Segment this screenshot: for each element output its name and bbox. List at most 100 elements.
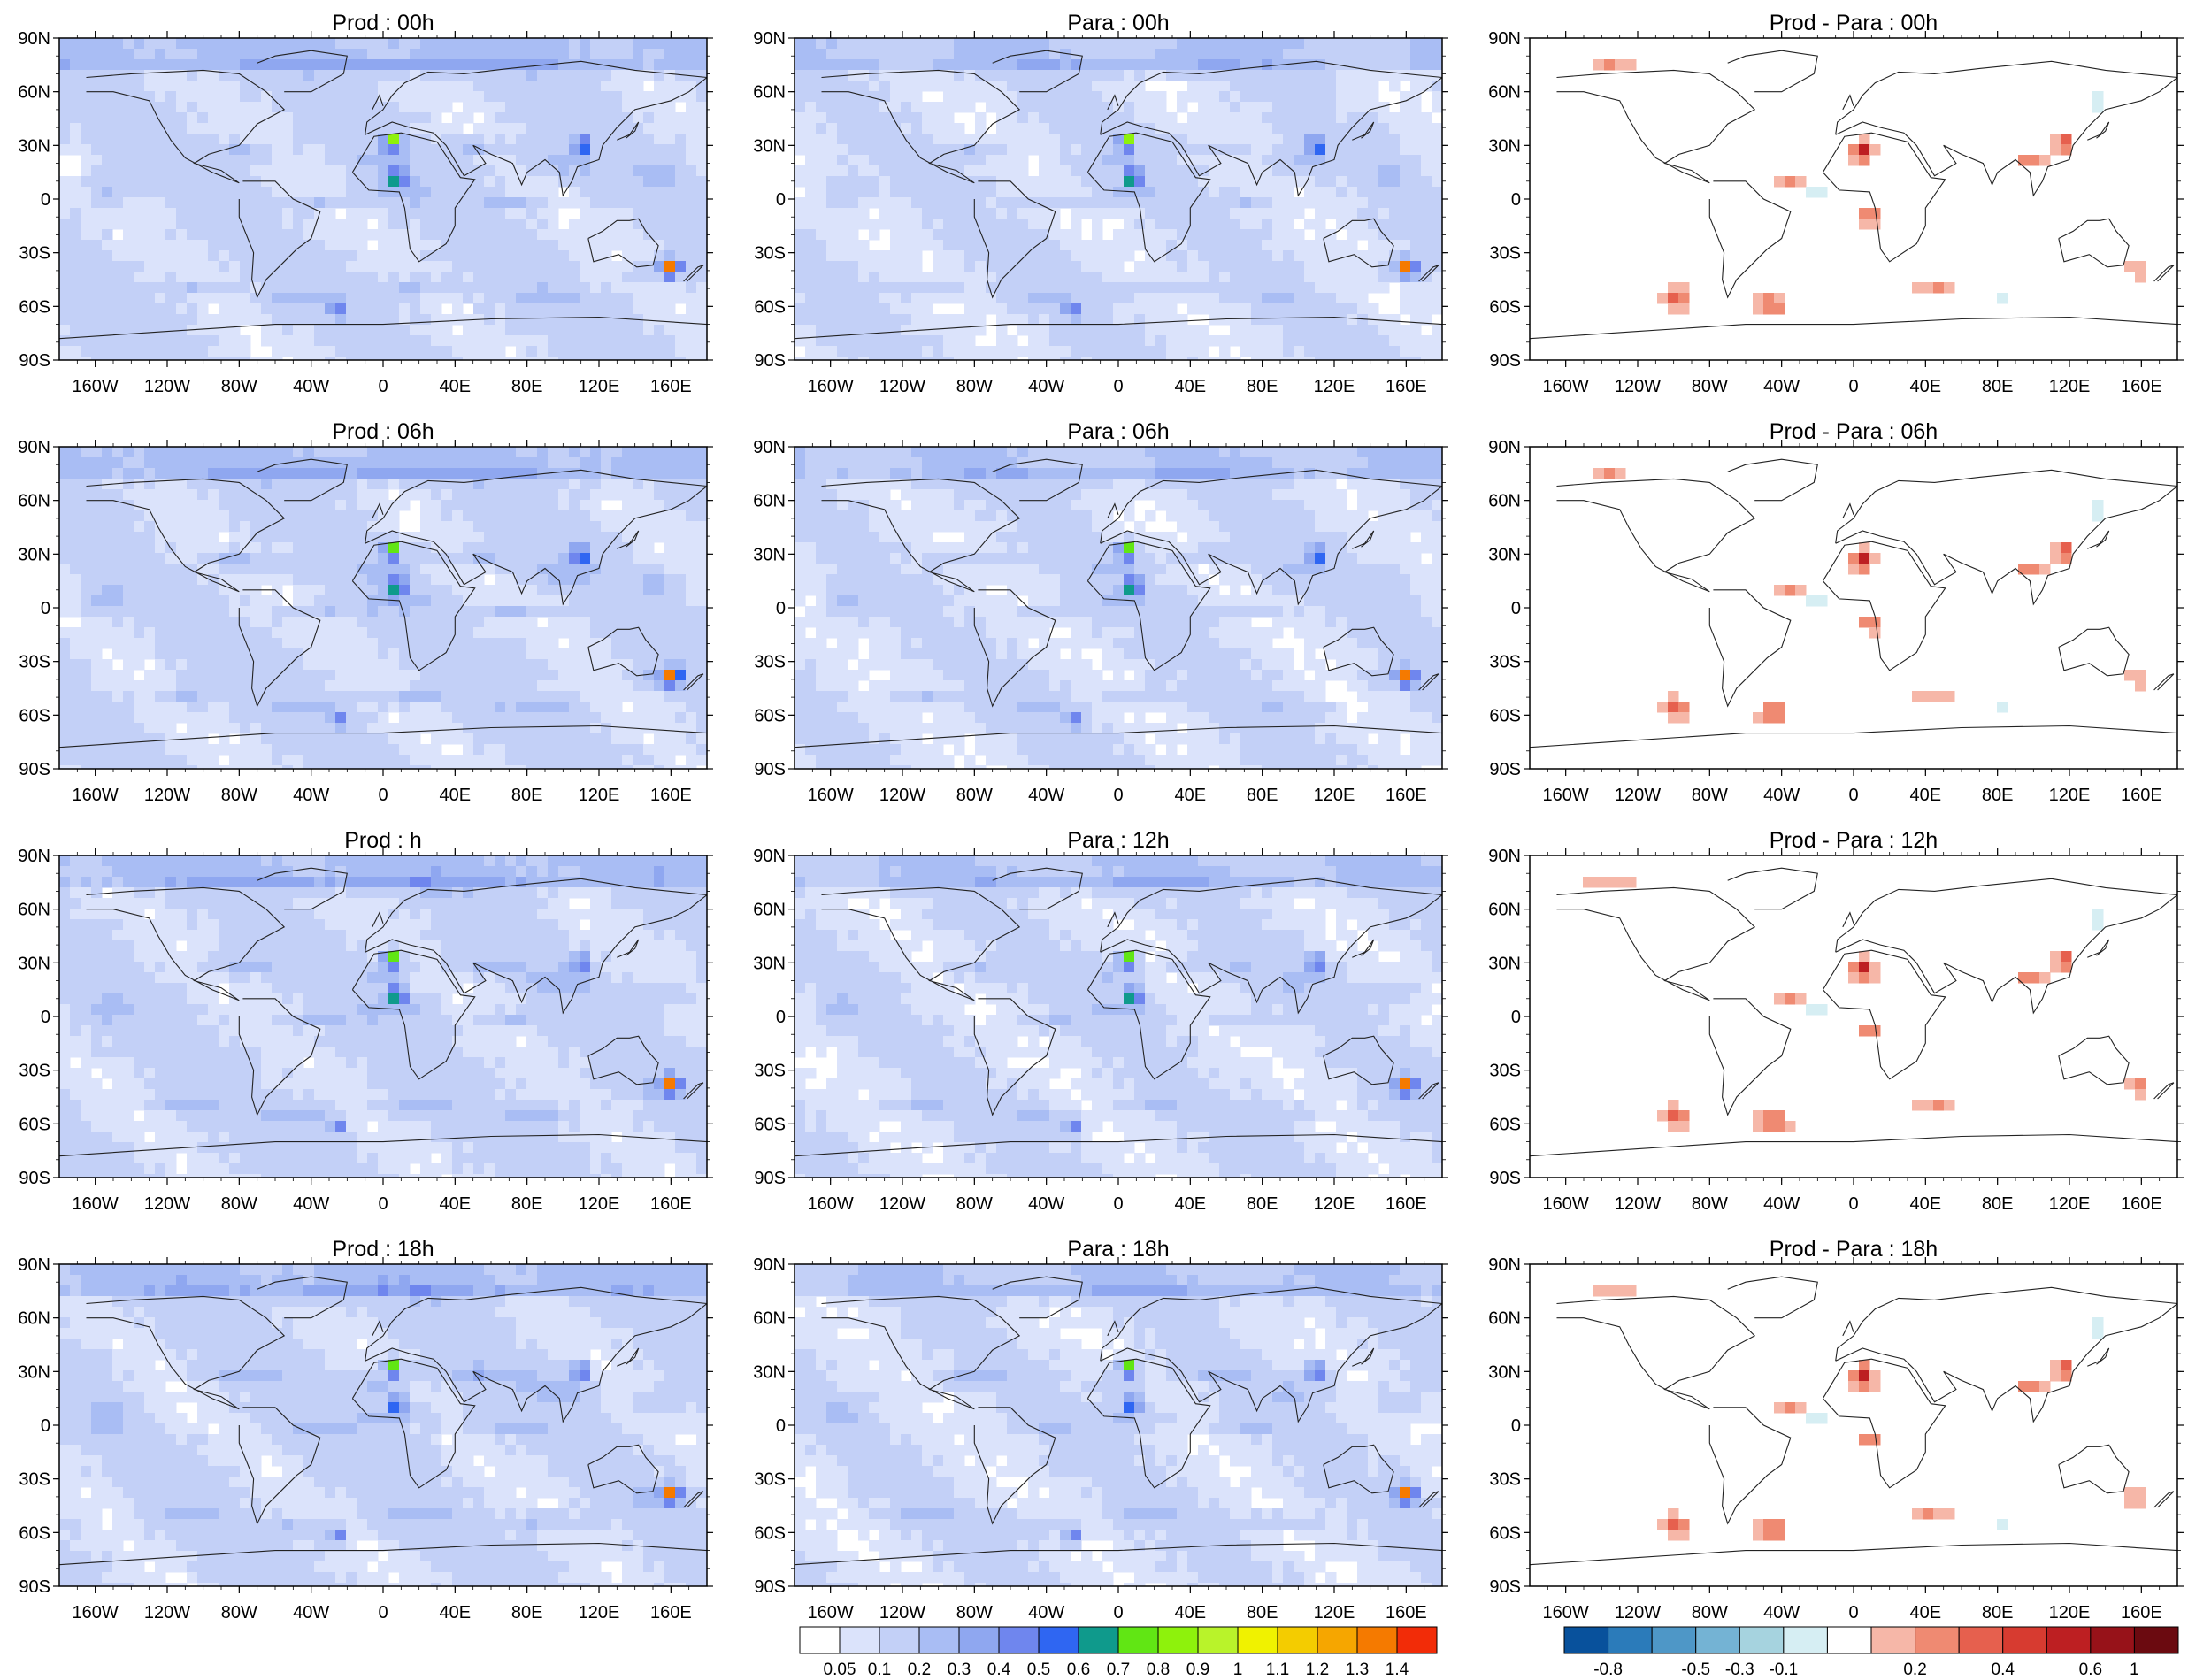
colorbar-swatch	[998, 1626, 1040, 1654]
colorbar-swatch	[1695, 1626, 1740, 1654]
x-tick-label: 160W	[808, 1194, 854, 1214]
x-tick-label: 40E	[1175, 377, 1207, 396]
y-tick-label: 60N	[1488, 1309, 1521, 1329]
colorbar-label: 1.3	[1346, 1661, 1369, 1679]
x-tick-label: 120E	[1314, 377, 1355, 396]
colorbar-label: 0.6	[2079, 1661, 2102, 1679]
x-tick-label: 120W	[879, 1194, 925, 1214]
x-tick-label: 0	[1848, 1194, 1858, 1214]
y-tick-label: 60N	[753, 83, 786, 103]
x-tick-label: 40W	[293, 1194, 329, 1214]
x-tick-label: 80E	[1247, 1194, 1278, 1214]
contour-field	[1530, 855, 2177, 1178]
y-tick-label: 60S	[19, 1115, 50, 1134]
colorbar-label: 0.4	[987, 1661, 1011, 1679]
x-tick-label: 40W	[293, 1603, 329, 1622]
y-tick-label: 60N	[18, 492, 50, 511]
x-tick-label: 40E	[440, 1194, 472, 1214]
y-tick-label: 90S	[19, 351, 50, 371]
y-tick-label: 30N	[18, 136, 50, 156]
colorbar-swatch	[2090, 1626, 2135, 1654]
colorbar-swatch	[1651, 1626, 1697, 1654]
x-tick-label: 0	[1113, 786, 1123, 805]
y-tick-label: 60N	[1488, 492, 1521, 511]
x-tick-label: 80E	[511, 1603, 543, 1622]
contour-field	[795, 1264, 1442, 1586]
y-tick-label: 60S	[19, 1523, 50, 1543]
y-tick-label: 30S	[754, 1062, 786, 1081]
y-tick-label: 60S	[754, 297, 786, 317]
x-tick-label: 160W	[1543, 786, 1589, 805]
x-tick-label: 80W	[1692, 377, 1728, 396]
y-tick-label: 90N	[1488, 1255, 1521, 1275]
x-tick-label: 0	[378, 786, 388, 805]
x-tick-label: 80E	[1247, 786, 1278, 805]
colorbar-label: 0.1	[868, 1661, 891, 1679]
x-tick-label: 120E	[579, 1194, 620, 1214]
y-tick-label: 0	[1511, 1416, 1521, 1436]
x-tick-label: 120W	[1615, 1603, 1661, 1622]
x-tick-label: 120E	[579, 786, 620, 805]
x-tick-label: 160E	[650, 786, 692, 805]
x-tick-label: 80W	[956, 786, 993, 805]
x-tick-label: 0	[378, 377, 388, 396]
colorbar-swatch	[1038, 1626, 1079, 1654]
x-tick-label: 0	[1848, 377, 1858, 396]
y-tick-label: 60S	[19, 297, 50, 317]
x-tick-label: 40W	[1028, 377, 1064, 396]
colorbar-swatch	[1157, 1626, 1199, 1654]
y-tick-label: 90N	[18, 847, 50, 866]
y-tick-label: 60N	[753, 901, 786, 920]
x-tick-label: 40E	[440, 786, 472, 805]
colorbar-swatch	[1317, 1626, 1358, 1654]
y-tick-label: 90S	[754, 1169, 786, 1188]
x-tick-label: 0	[378, 1194, 388, 1214]
y-tick-label: 30S	[1489, 1470, 1521, 1490]
y-tick-label: 0	[1511, 599, 1521, 618]
x-tick-label: 0	[1113, 1194, 1123, 1214]
x-tick-label: 80E	[1247, 1603, 1278, 1622]
coastlines	[59, 867, 707, 1157]
colorbar-swatch	[1237, 1626, 1278, 1654]
x-tick-label: 40W	[293, 377, 329, 396]
y-tick-label: 90S	[1489, 1169, 1521, 1188]
colorbar-swatch	[1277, 1626, 1318, 1654]
x-tick-label: 80W	[956, 377, 993, 396]
y-tick-label: 30S	[19, 653, 50, 672]
y-tick-label: 90S	[1489, 351, 1521, 371]
y-tick-label: 60N	[18, 83, 50, 103]
y-tick-label: 0	[1511, 1008, 1521, 1027]
colorbar-label: 1	[2130, 1661, 2139, 1679]
y-tick-label: 60S	[754, 1115, 786, 1134]
contour-field	[1530, 38, 2177, 360]
x-tick-label: 80E	[1247, 377, 1278, 396]
y-tick-label: 60N	[753, 1309, 786, 1329]
y-tick-label: 60N	[1488, 901, 1521, 920]
y-tick-label: 0	[41, 599, 50, 618]
y-tick-label: 30S	[1489, 1062, 1521, 1081]
y-tick-label: 60S	[1489, 1115, 1521, 1134]
x-tick-label: 120E	[1314, 786, 1355, 805]
colorbar-swatch	[1608, 1626, 1653, 1654]
contour-field	[59, 855, 707, 1178]
y-tick-label: 90S	[754, 351, 786, 371]
y-tick-label: 90S	[1489, 1577, 1521, 1597]
x-tick-label: 40E	[1910, 1603, 1942, 1622]
x-tick-label: 160E	[1386, 1603, 1427, 1622]
x-tick-label: 40W	[1028, 1194, 1064, 1214]
map-panel: Prod - Para : 00h90N60N30N030S60S90S160W…	[1488, 11, 2184, 396]
colorbar-swatch	[1117, 1626, 1159, 1654]
colorbar-swatch	[1958, 1626, 2004, 1654]
x-tick-label: 40E	[1175, 1194, 1207, 1214]
y-tick-label: 90S	[1489, 760, 1521, 779]
x-tick-label: 160E	[1386, 786, 1427, 805]
colorbar-label: 1.2	[1306, 1661, 1329, 1679]
x-tick-label: 80E	[511, 1194, 543, 1214]
x-tick-label: 40E	[440, 377, 472, 396]
map-panel: Prod - Para : 18h90N60N30N030S60S90S160W…	[1488, 1237, 2184, 1622]
x-tick-label: 120W	[144, 786, 190, 805]
x-tick-label: 120W	[1615, 377, 1661, 396]
